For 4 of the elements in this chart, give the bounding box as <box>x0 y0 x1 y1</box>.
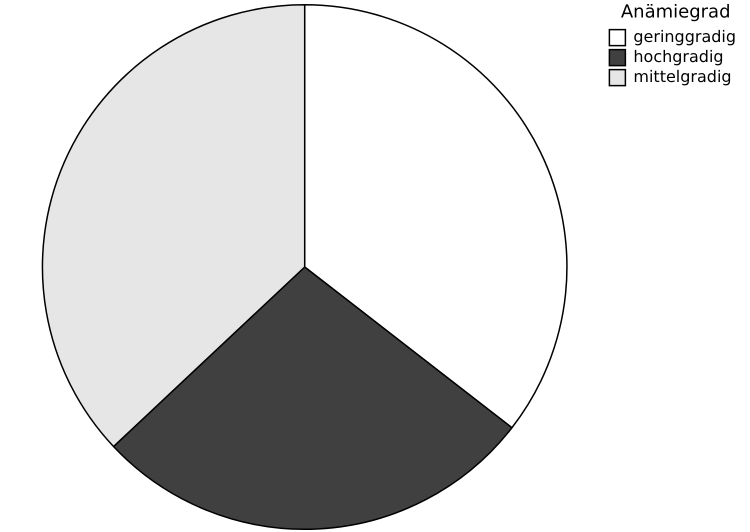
legend-label: hochgradig <box>633 46 724 66</box>
legend-label: mittelgradig <box>633 66 732 86</box>
legend-title: Anämiegrad <box>620 2 731 23</box>
legend-label: geringgradig <box>633 26 736 46</box>
